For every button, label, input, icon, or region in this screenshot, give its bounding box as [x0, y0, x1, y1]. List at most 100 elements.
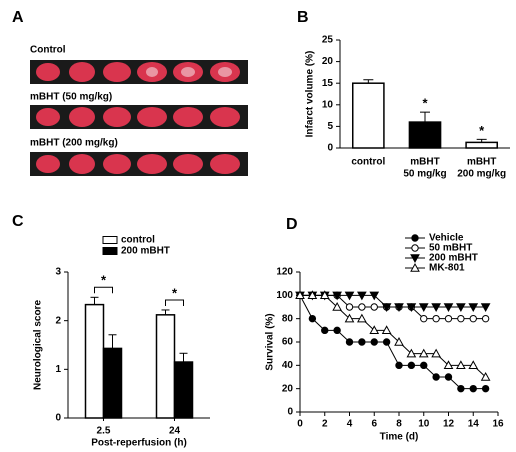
- marker: [410, 254, 420, 264]
- marker: [469, 384, 477, 393]
- marker: [345, 303, 354, 311]
- marker: [443, 360, 454, 370]
- y-tick-label: 0: [287, 407, 293, 418]
- y-axis-label: Neurological score: [33, 300, 44, 390]
- y-tick-label: 60: [282, 337, 294, 348]
- x-tick-label: mBHT: [467, 157, 496, 168]
- marker: [418, 348, 429, 358]
- marker: [394, 336, 404, 346]
- x-tick-label: 8: [396, 419, 402, 430]
- y-axis-label: Infarct volume (%): [305, 51, 316, 138]
- line: [300, 294, 486, 378]
- bar: [84, 303, 105, 419]
- marker: [332, 291, 342, 301]
- x-tick-label: 16: [492, 419, 504, 430]
- marker: [443, 303, 454, 313]
- panel-letter: D: [286, 216, 298, 233]
- marker: [444, 314, 453, 323]
- y-tick-label: 25: [322, 35, 334, 46]
- y-tick-label: 0: [327, 143, 333, 154]
- y-tick-label: 10: [322, 99, 334, 110]
- marker: [406, 348, 417, 358]
- marker: [370, 338, 378, 346]
- y-tick-label: 1: [55, 364, 61, 375]
- marker: [431, 303, 441, 313]
- y-tick-label: 3: [55, 267, 61, 278]
- y-tick-label: 0: [55, 413, 61, 424]
- x-tick-label: 12: [443, 419, 455, 430]
- marker: [381, 303, 392, 313]
- x-axis-label: Time (d): [380, 432, 419, 443]
- marker: [444, 373, 453, 381]
- row-label: Control: [30, 45, 66, 56]
- bar: [465, 141, 499, 149]
- y-tick-label: 15: [322, 78, 334, 89]
- legend-swatch: [102, 247, 118, 255]
- marker: [319, 290, 330, 300]
- panel-letter: B: [297, 9, 309, 26]
- legend-swatch: [102, 236, 118, 244]
- x-tick-label: control: [351, 157, 385, 168]
- marker: [420, 361, 428, 370]
- marker: [357, 291, 367, 301]
- marker: [344, 313, 355, 323]
- marker: [308, 314, 317, 323]
- panel-letter: A: [12, 9, 24, 26]
- bar: [173, 361, 194, 419]
- marker: [468, 360, 479, 370]
- marker: [420, 314, 428, 323]
- marker: [480, 371, 491, 381]
- line: [300, 294, 486, 308]
- y-tick-label: 20: [322, 56, 334, 67]
- y-tick-label: 100: [276, 290, 293, 301]
- x-tick-label: 2: [322, 419, 328, 430]
- legend-label: 50 mBHT: [429, 243, 472, 254]
- marker: [456, 303, 466, 313]
- legend-label: 200 mBHT: [121, 246, 170, 257]
- x-tick-label: 200 mg/kg: [457, 169, 506, 180]
- marker: [394, 303, 404, 313]
- x-axis-label: Post-reperfusion (h): [91, 438, 187, 449]
- bar: [102, 347, 123, 419]
- x-tick-label: 6: [371, 419, 377, 430]
- bar: [352, 82, 385, 149]
- bracket: [94, 286, 113, 294]
- marker: [369, 325, 380, 335]
- x-tick-label: 2.5: [97, 426, 111, 437]
- x-tick-label: 10: [418, 419, 430, 430]
- marker: [332, 301, 342, 311]
- marker: [358, 338, 366, 346]
- marker: [321, 326, 329, 335]
- x-tick-label: mBHT: [410, 157, 439, 168]
- legend-label: MK-801: [429, 263, 465, 274]
- marker: [431, 348, 441, 358]
- y-tick-label: 2: [55, 315, 61, 326]
- marker: [381, 325, 392, 335]
- marker: [432, 373, 440, 381]
- marker: [295, 290, 305, 300]
- significance: *: [479, 123, 485, 138]
- marker: [481, 314, 490, 323]
- marker: [345, 338, 354, 346]
- marker: [457, 384, 465, 393]
- x-tick-label: 24: [169, 426, 181, 437]
- y-tick-label: 5: [327, 121, 333, 132]
- bracket: [165, 299, 184, 306]
- marker: [432, 314, 440, 323]
- significance: *: [101, 273, 107, 288]
- legend-label: 200 mBHT: [429, 253, 478, 264]
- marker: [457, 314, 465, 323]
- marker: [358, 303, 366, 311]
- marker: [411, 234, 419, 242]
- marker: [410, 262, 420, 272]
- marker: [370, 303, 378, 311]
- marker: [418, 303, 429, 313]
- brain-slices: [30, 60, 248, 176]
- row-label: mBHT (50 mg/kg): [30, 92, 112, 103]
- bar: [155, 314, 176, 419]
- marker: [382, 338, 391, 346]
- marker: [333, 326, 341, 335]
- legend-label: Vehicle: [429, 233, 464, 244]
- marker: [307, 290, 318, 300]
